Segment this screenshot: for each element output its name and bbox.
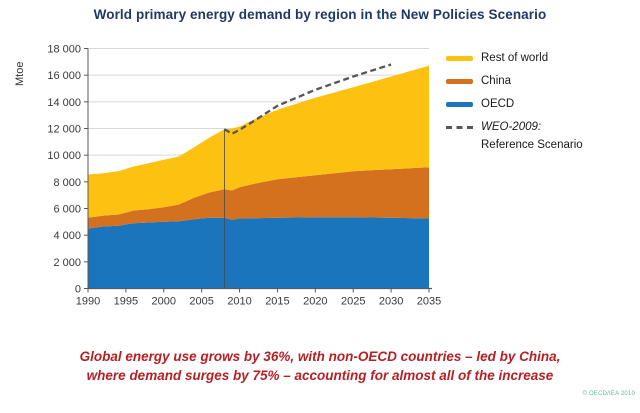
copyright-notice: © OECD/IEA 2010 [582,391,635,397]
caption-line-2: where demand surges by 75% – accounting … [86,368,554,383]
x-tick-label: 2015 [265,296,289,308]
x-tick-label: 2005 [189,296,213,308]
legend-label: Rest of world [481,52,549,64]
x-tick-label: 2010 [227,296,251,308]
legend-item-oecd: OECD [446,97,636,111]
x-tick-label: 2020 [303,296,327,308]
page-title: World primary energy demand by region in… [93,7,547,22]
weo2009-reference-line [223,63,392,136]
legend-label-second-line: Reference Scenario [481,139,583,151]
y-tick-label: 2 000 [53,257,81,269]
x-tick-label: 2030 [379,296,403,308]
y-tick-label: 12 000 [47,124,81,136]
legend-label: OECD [481,98,515,110]
y-tick-label: 8 000 [53,177,81,189]
y-tick-label: 10 000 [47,150,81,162]
legend-label: WEO-2009: [481,121,542,133]
y-tick-label: 18 000 [47,44,81,56]
key-message-caption: Global energy use grows by 36%, with non… [0,347,640,385]
legend-color-swatch [446,78,473,84]
y-tick-label: 14 000 [47,97,81,109]
y-tick-label: 0 [75,284,81,296]
legend-item-rest-of-world: Rest of world [446,51,636,65]
legend-item-china: China [446,74,636,88]
legend-label: China [481,75,512,87]
x-tick-label: 1995 [114,296,138,308]
y-tick-label: 6 000 [53,204,81,216]
caption-line-1: Global energy use grows by 36%, with non… [79,349,561,364]
legend-item-weo-2009-: WEO-2009: [446,120,636,134]
x-tick-label: 2025 [341,296,365,308]
energy-demand-stacked-area-chart: 0 2 000 4 000 6 000 8 000 10 000 12 000 14 000 1… [47,44,441,308]
area-oecd [88,217,429,289]
area-rest-of-world [88,65,429,218]
chart-legend: Rest of world China OECD WEO-2009: Reference… [446,51,636,151]
y-tick-label: 4 000 [53,230,81,242]
x-tick-label: 2035 [417,296,441,308]
area-china [88,167,429,229]
x-tick-label: 2000 [152,296,176,308]
legend-color-swatch [446,101,473,107]
x-tick-label: 1990 [76,296,100,308]
y-tick-label: 16 000 [47,70,81,82]
legend-dashed-line-swatch [446,125,473,129]
legend-color-swatch [446,55,473,61]
